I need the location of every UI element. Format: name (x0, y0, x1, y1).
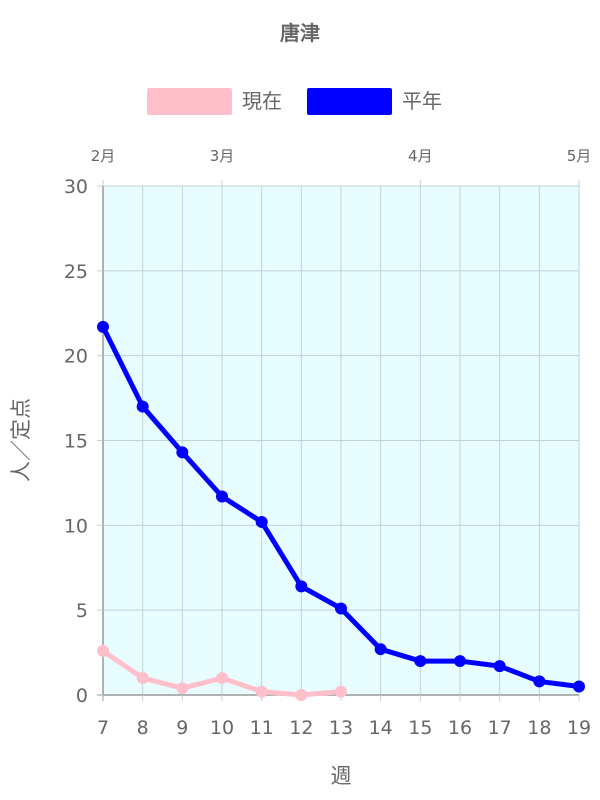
x-tick-label: 11 (250, 717, 274, 739)
x-tick-label: 14 (369, 717, 393, 739)
data-point (255, 515, 268, 528)
y-tick-label: 30 (64, 176, 88, 198)
data-point (136, 400, 149, 413)
y-tick-label: 15 (64, 431, 88, 453)
data-point (176, 682, 189, 695)
y-tick-label: 10 (64, 515, 88, 537)
data-point (216, 672, 228, 685)
x-tick-label: 13 (329, 717, 353, 739)
data-point (454, 655, 466, 668)
data-point (295, 580, 308, 593)
data-point (533, 675, 546, 688)
y-axis-label: 人／定点 (9, 398, 33, 482)
x-tick-label: 15 (408, 717, 432, 739)
data-point (295, 689, 308, 701)
legend-label[interactable]: 平年 (402, 89, 442, 113)
x-axis-label: 週 (331, 764, 352, 788)
x-tick-label: 19 (567, 717, 591, 739)
y-tick-label: 0 (76, 685, 88, 707)
y-tick-label: 20 (64, 346, 88, 368)
legend-swatch[interactable] (307, 88, 392, 115)
data-point (97, 320, 109, 333)
y-tick-label: 5 (76, 600, 88, 622)
data-point (335, 685, 347, 698)
data-point (136, 672, 149, 685)
y-tick-label: 25 (64, 261, 88, 283)
x-tick-label: 18 (527, 717, 551, 739)
legend[interactable]: 現在 平年 (147, 88, 442, 115)
x-tick-label: 7 (97, 717, 109, 739)
data-point (97, 644, 109, 657)
data-point (216, 490, 228, 503)
data-point (255, 685, 268, 698)
data-point (176, 446, 189, 459)
month-label: 2月 (91, 147, 116, 165)
month-label: 4月 (408, 147, 433, 165)
data-point (335, 602, 347, 615)
month-label: 5月 (567, 147, 592, 165)
x-tick-label: 9 (176, 717, 188, 739)
x-tick-label: 16 (448, 717, 472, 739)
x-tick-label: 10 (210, 717, 234, 739)
data-point (374, 643, 387, 656)
data-point (573, 680, 585, 693)
legend-swatch[interactable] (147, 88, 232, 115)
x-tick-label: 12 (289, 717, 313, 739)
series-layer (97, 320, 585, 701)
data-point (493, 660, 506, 673)
y-axis-ticks: 0 5 10 15 20 25 30 (64, 176, 88, 707)
x-tick-label: 8 (137, 717, 149, 739)
month-axis: 2月 3月 4月 5月 (91, 147, 592, 165)
month-label: 3月 (210, 147, 235, 165)
data-point (414, 655, 427, 668)
x-tick-label: 17 (488, 717, 512, 739)
chart-title: 唐津 (280, 21, 320, 45)
legend-label[interactable]: 現在 (242, 89, 282, 113)
x-axis-ticks: 7 8 9 10 11 12 13 14 15 16 17 18 19 (97, 717, 591, 739)
